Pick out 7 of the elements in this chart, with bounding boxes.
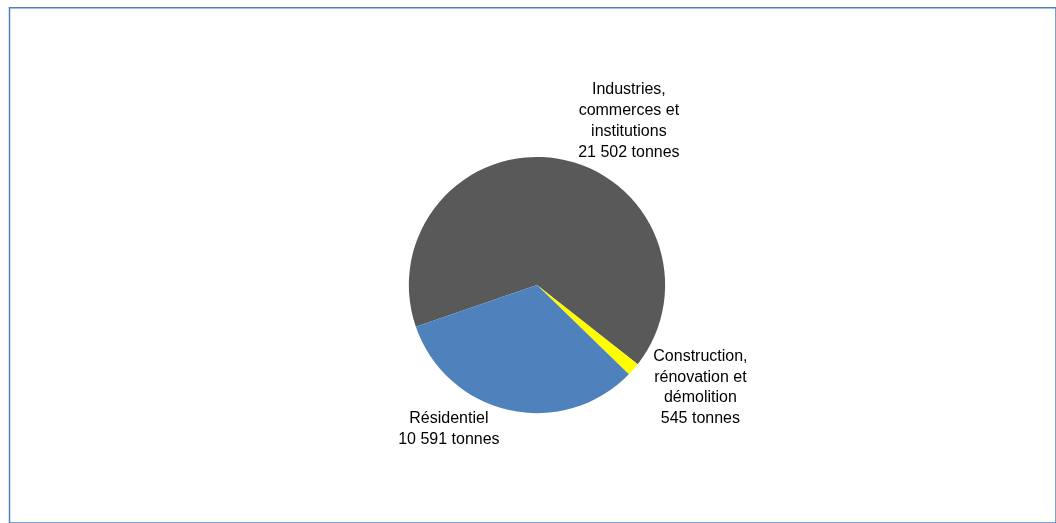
pie-slice <box>536 285 638 375</box>
slice-label: Résidentiel <box>409 409 489 427</box>
slice-label: Industries, commerces et institutions <box>578 80 680 139</box>
data-label: 545 tonnes <box>660 409 740 427</box>
data-label: 21 502 tonnes <box>578 142 680 160</box>
slice-label: Construction, rénovation et démolition <box>653 346 748 406</box>
data-label: 10 591 tonnes <box>398 429 500 447</box>
